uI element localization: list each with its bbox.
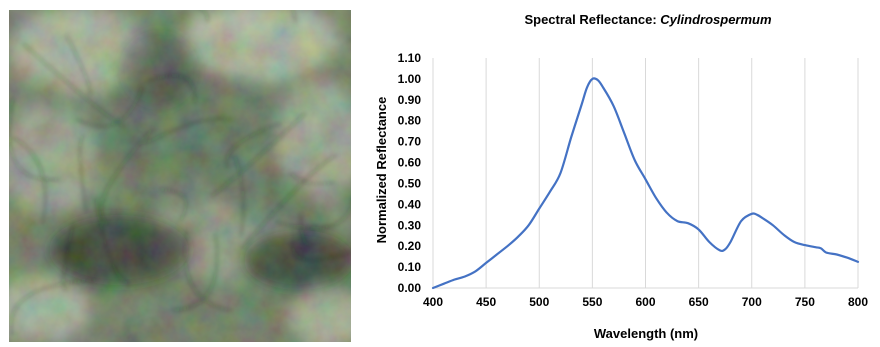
y-tick-label: 0.90 (398, 93, 422, 107)
reflectance-line (431, 77, 860, 290)
y-tick-label: 1.00 (398, 72, 422, 86)
chart-svg: Spectral Reflectance: Cylindrospermum 40… (374, 12, 868, 341)
x-tick-label: 400 (423, 295, 443, 309)
micrograph-image (9, 10, 351, 342)
x-axis-ticks: 400 450 500 550 600 650 700 750 800 (423, 295, 868, 309)
y-tick-label: 0.80 (398, 114, 422, 128)
y-tick-label: 0.40 (398, 197, 422, 211)
x-tick-label: 750 (795, 295, 815, 309)
x-tick-label: 500 (529, 295, 549, 309)
y-axis-ticks: 0.00 0.10 0.20 0.30 0.40 0.50 0.60 0.70 0.80 0.90… (398, 51, 422, 295)
x-tick-label: 800 (848, 295, 868, 309)
x-tick-label: 450 (476, 295, 496, 309)
y-tick-label: 0.70 (398, 135, 422, 149)
x-tick-label: 700 (742, 295, 762, 309)
y-axis-label: Normalized Reflectance (374, 97, 389, 244)
y-tick-label: 0.50 (398, 176, 422, 190)
y-tick-label: 0.20 (398, 239, 422, 253)
y-tick-label: 0.30 (398, 218, 422, 232)
x-tick-label: 650 (689, 295, 709, 309)
x-tick-label: 550 (582, 295, 602, 309)
y-tick-label: 1.10 (398, 51, 422, 65)
chart-grid (432, 58, 859, 288)
x-tick-label: 600 (635, 295, 655, 309)
micrograph-picture (9, 10, 351, 342)
x-axis-label: Wavelength (nm) (594, 326, 698, 341)
spectral-chart: Spectral Reflectance: Cylindrospermum 40… (360, 0, 880, 342)
micrograph-filaments (9, 10, 351, 337)
y-tick-label: 0.00 (398, 281, 422, 295)
y-tick-label: 0.60 (398, 156, 422, 170)
y-tick-label: 0.10 (398, 260, 422, 274)
chart-title: Spectral Reflectance: Cylindrospermum (524, 12, 772, 27)
